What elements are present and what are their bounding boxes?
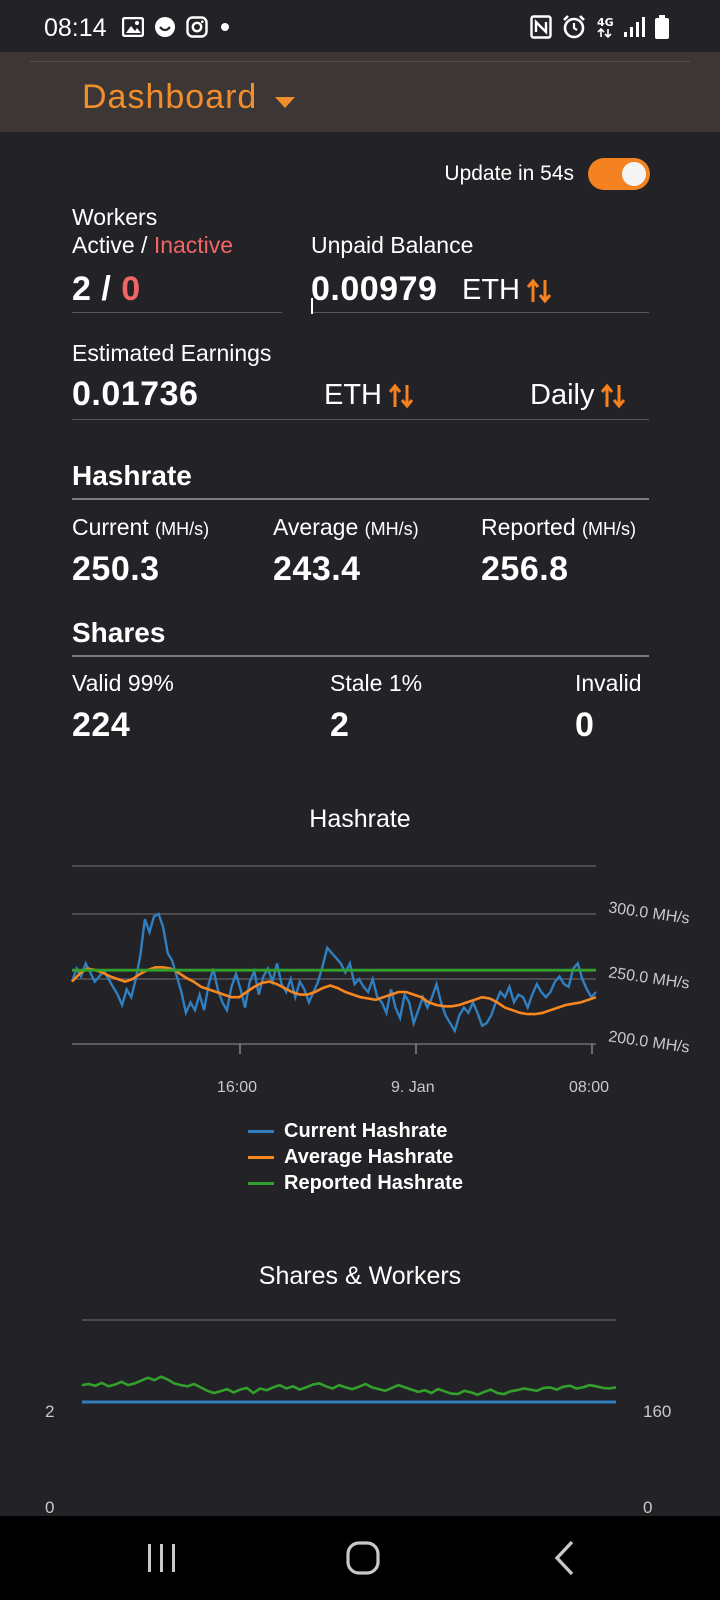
earnings-currency-selector[interactable]: ETH [324,379,414,412]
nfc-icon [530,15,552,39]
app-bar: Dashboard [0,52,720,132]
x-tick-0800: 08:00 [569,1079,610,1096]
right-y-tick-160: 160 [643,1402,672,1421]
legend-average-label: Average Hashrate [284,1145,454,1168]
swap-arrows-icon[interactable] [388,383,414,409]
left-y-tick-0: 0 [45,1498,55,1517]
shares-section-divider [72,655,649,657]
battery-icon [655,15,669,39]
reported-hashrate-value: 256.8 [481,550,569,588]
unpaid-caret [311,298,313,314]
legend-reported-hashrate[interactable]: Reported Hashrate [248,1170,463,1196]
invalid-shares-label: Invalid [575,670,642,696]
unpaid-divider [311,312,649,313]
valid-shares-label: Valid 99% [72,670,174,696]
earnings-divider [72,419,649,420]
hashrate-legend: Current Hashrate Average Hashrate Report… [248,1118,463,1196]
stale-shares-label: Stale 1% [330,670,423,696]
current-hashrate-label: Current (MH/s) [72,514,209,541]
legend-swatch-reported [248,1181,274,1185]
legend-average-hashrate[interactable]: Average Hashrate [248,1144,463,1170]
status-bar: 08:14 4G [0,0,720,52]
left-y-tick-2: 2 [45,1402,55,1421]
swap-arrows-icon[interactable] [526,278,552,304]
reported-label: Reported [481,514,576,540]
current-hashrate-value: 250.3 [72,550,160,588]
auto-update-toggle[interactable] [588,158,650,190]
earnings-period-label: Daily [530,379,595,411]
image-icon [122,17,144,37]
4g-icon: 4G [597,16,614,39]
legend-current-label: Current Hashrate [284,1119,448,1142]
toggle-knob [622,162,646,186]
instagram-icon [186,16,208,38]
reported-hashrate-label: Reported (MH/s) [481,514,636,541]
active-label: Active [72,232,135,258]
workers-divider [72,312,282,313]
legend-swatch-average [248,1155,274,1159]
legend-current-hashrate[interactable]: Current Hashrate [248,1118,463,1144]
update-countdown-label: Update in 54s [444,162,574,185]
workers-subtitle: Active / Inactive [72,232,233,259]
valid-shares-value: 224 [72,706,131,744]
caret-down-icon[interactable] [274,96,296,110]
hashrate-chart-title: Hashrate [309,805,411,833]
hashrate-unit: (MH/s) [155,519,210,539]
workers-title: Workers [72,204,158,230]
smiley-icon [155,17,175,37]
hashrate-chart [70,865,597,1054]
hashrate-section-title: Hashrate [72,460,192,491]
shares-workers-chart [81,1319,617,1404]
unpaid-balance-title: Unpaid Balance [311,232,474,258]
unpaid-balance-value: 0.00979 [311,270,438,308]
x-tick-1600: 16:00 [217,1079,258,1096]
legend-swatch-current [248,1129,274,1133]
alarm-icon [563,15,585,39]
update-toggle-row: Update in 54s [444,158,650,190]
stale-shares-value: 2 [330,706,350,744]
navigation-bar [0,1516,720,1600]
right-y-tick-0: 0 [643,1498,653,1517]
svg-text:4G: 4G [597,16,614,29]
average-label: Average [273,514,359,540]
hashrate-section-divider [72,498,649,500]
x-tick-9jan: 9. Jan [391,1079,435,1096]
app-bar-divider [30,61,690,62]
shares-workers-chart-title: Shares & Workers [258,1262,462,1290]
shares-series [81,1375,617,1397]
hashrate-unit: (MH/s) [364,519,419,539]
hashrate-unit: (MH/s) [582,519,636,539]
recent-apps-icon[interactable] [142,1538,182,1578]
swap-arrows-icon[interactable] [600,383,626,409]
average-hashrate-value: 243.4 [273,550,361,588]
workers-count: 2 / 0 [72,270,141,309]
shares-section-title: Shares [72,617,166,648]
average-hashrate-series [71,966,597,1016]
invalid-shares-value: 0 [575,706,595,744]
earnings-period-selector[interactable]: Daily [530,379,626,412]
average-hashrate-label: Average (MH/s) [273,514,419,541]
unpaid-currency-label: ETH [462,274,520,306]
active-workers-value: 2 [72,270,92,308]
home-icon[interactable] [343,1538,383,1578]
dot-icon [221,23,229,31]
estimated-earnings-value: 0.01736 [72,375,199,413]
back-icon[interactable] [545,1538,585,1578]
workers-separator: / [101,270,112,308]
estimated-earnings-title: Estimated Earnings [72,340,272,366]
dashboard-dropdown-title[interactable]: Dashboard [82,78,258,116]
status-time: 08:14 [44,14,107,42]
signal-icon [624,17,645,37]
inactive-label: Inactive [153,232,234,258]
legend-reported-label: Reported Hashrate [284,1171,463,1194]
inactive-workers-value: 0 [121,270,141,308]
unpaid-balance-currency[interactable]: ETH [462,274,552,307]
current-label: Current [72,514,149,540]
earnings-currency-label: ETH [324,379,382,411]
workers-sub-separator: / [134,232,154,258]
current-hashrate-series [70,912,597,1035]
